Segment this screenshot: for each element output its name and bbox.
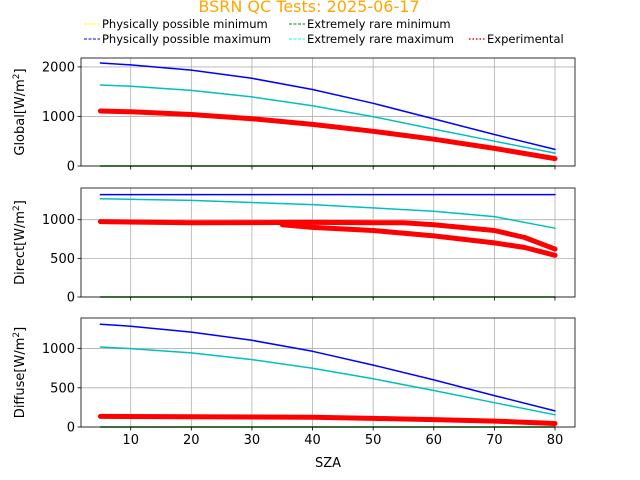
- chart-title: BSRN QC Tests: 2025-06-17: [198, 0, 419, 16]
- x-tick-label: 60: [425, 433, 442, 448]
- diffuse-er-max-line: [99, 346, 556, 416]
- y-tick-label: 0: [67, 160, 75, 175]
- direct-y-axis-label: Direct[W/m2]: [12, 200, 28, 285]
- global-experimental-line: [97, 108, 558, 162]
- plot-frame: [80, 187, 576, 298]
- legend-label-experimental: Experimental: [487, 32, 564, 46]
- legend-entry-er-max: Extremely rare maximum: [289, 32, 454, 46]
- x-tick-label: 20: [183, 433, 200, 448]
- legend-label-pp-max: Physically possible maximum: [102, 32, 271, 46]
- direct-experimental-lower-line: [279, 222, 558, 258]
- x-tick-label: 40: [304, 433, 321, 448]
- x-tick-label: 30: [244, 433, 261, 448]
- diffuse-experimental-line: [97, 413, 558, 426]
- x-tick-label: 10: [122, 433, 139, 448]
- y-tick-label: 500: [50, 381, 75, 396]
- diffuse-pp-max-line: [99, 323, 556, 412]
- y-tick-label: 1000: [42, 342, 75, 357]
- y-tick-label: 1000: [42, 213, 75, 228]
- global-pp-max-line: [99, 62, 556, 151]
- legend: Physically possible minimum Extremely ra…: [84, 17, 564, 46]
- x-axis-label: SZA: [315, 456, 341, 471]
- chart-panels: 010002000Global[W/m2]05001000Direct[W/m2…: [12, 57, 576, 448]
- legend-entry-experimental: Experimental: [469, 32, 564, 46]
- direct-er-max-line: [99, 198, 556, 229]
- x-tick-label: 50: [365, 433, 382, 448]
- y-tick-label: 0: [67, 421, 75, 436]
- global-er-max-line: [99, 84, 556, 154]
- panel-global: 0 1000 2000 Global[W/m2]: [12, 57, 576, 175]
- legend-label-er-max: Extremely rare maximum: [307, 32, 454, 46]
- legend-label-pp-min: Physically possible minimum: [102, 17, 268, 31]
- direct-experimental-upper-line: [97, 219, 558, 252]
- plot-frame: [80, 317, 576, 428]
- legend-entry-pp-min: Physically possible minimum: [84, 17, 268, 31]
- x-tick-label: 80: [547, 433, 564, 448]
- y-tick-label: 500: [50, 252, 75, 267]
- legend-entry-pp-max: Physically possible maximum: [84, 32, 271, 46]
- x-tick-label: 70: [486, 433, 503, 448]
- legend-label-er-min: Extremely rare minimum: [307, 17, 451, 31]
- y-tick-label: 1000: [42, 110, 75, 125]
- global-y-axis-label: Global[W/m2]: [12, 68, 28, 155]
- y-tick-label: 2000: [42, 60, 75, 75]
- panel-direct: 0 500 1000 Direct[W/m2]: [12, 187, 576, 306]
- plot-frame: [80, 57, 576, 167]
- panel-diffuse: 10 20 30 40 50 60 70 80 0 500 1000 Diffuse[W/m2]: [12, 317, 576, 448]
- diffuse-y-axis-label: Diffuse[W/m2]: [12, 327, 28, 418]
- y-tick-label: 0: [67, 291, 75, 306]
- legend-entry-er-min: Extremely rare minimum: [289, 17, 451, 31]
